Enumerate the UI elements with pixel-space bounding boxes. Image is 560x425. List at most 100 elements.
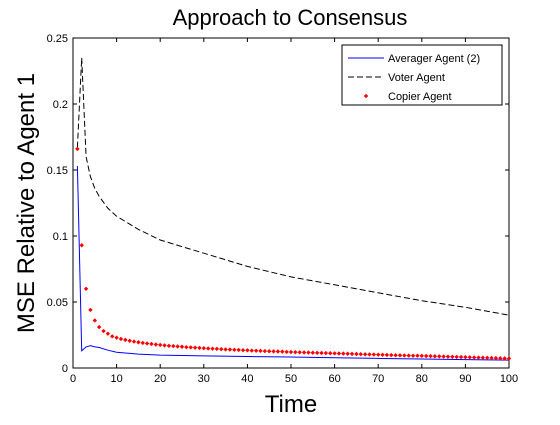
y-tick-label: 0.25 bbox=[47, 33, 68, 45]
copier-agent-point bbox=[114, 335, 119, 340]
copier-agent-point bbox=[166, 343, 172, 349]
copier-agent-point bbox=[432, 354, 438, 359]
copier-agent-point bbox=[127, 338, 132, 344]
copier-agent-point bbox=[253, 348, 259, 353]
copier-agent-point bbox=[123, 337, 128, 343]
copier-agent-point bbox=[502, 356, 507, 361]
copier-agent-point bbox=[110, 334, 115, 339]
copier-agent-point bbox=[376, 352, 381, 357]
copier-agent-point bbox=[458, 354, 464, 360]
copier-agent-point bbox=[345, 351, 350, 356]
copier-agent-point bbox=[293, 349, 298, 355]
copier-agent-point bbox=[349, 351, 355, 357]
copier-agent-point bbox=[175, 344, 180, 349]
copier-agent-point bbox=[419, 353, 424, 359]
copier-agent-point bbox=[118, 336, 124, 342]
copier-agent-point bbox=[232, 347, 237, 352]
copier-agent-point bbox=[201, 346, 206, 351]
y-tick-label: 0.15 bbox=[47, 165, 68, 177]
copier-agent-point bbox=[393, 352, 398, 358]
x-tick-label: 40 bbox=[241, 373, 253, 385]
copier-agent-point bbox=[341, 351, 346, 356]
copier-agent-point bbox=[332, 351, 337, 356]
copier-agent-point bbox=[249, 348, 254, 353]
y-tick-label: 0.1 bbox=[53, 231, 68, 243]
copier-agent-point bbox=[480, 355, 486, 360]
copier-agent-point bbox=[223, 347, 228, 352]
x-tick-label: 90 bbox=[459, 373, 471, 385]
copier-agent-point bbox=[96, 324, 102, 330]
y-tick-label: 0.05 bbox=[47, 297, 68, 309]
x-tick-label: 80 bbox=[416, 373, 428, 385]
copier-agent-point bbox=[410, 353, 416, 358]
copier-agent-point bbox=[489, 355, 494, 361]
copier-agent-point bbox=[319, 350, 324, 356]
copier-agent-point bbox=[275, 349, 281, 354]
copier-agent-point bbox=[158, 342, 163, 348]
copier-agent-point bbox=[171, 343, 176, 349]
copier-agent-point bbox=[354, 351, 359, 357]
x-tick-label: 10 bbox=[110, 373, 122, 385]
copier-agent-point bbox=[188, 345, 193, 350]
copier-agent-point bbox=[227, 347, 233, 352]
copier-agent-point bbox=[136, 340, 141, 345]
x-axis-label: Time bbox=[265, 391, 317, 418]
averager-agent-2-line bbox=[76, 165, 510, 361]
legend-items: Averager Agent (2) Voter Agent Copier Agen… bbox=[348, 53, 480, 103]
copier-agent-point bbox=[454, 354, 459, 360]
copier-agent-point bbox=[267, 349, 272, 354]
copier-agent-point bbox=[428, 353, 433, 359]
copier-agent-point bbox=[506, 356, 512, 361]
copier-agent-point bbox=[450, 354, 455, 359]
copier-agent-point bbox=[498, 356, 503, 361]
x-tick-label: 0 bbox=[70, 373, 76, 385]
legend-label-averager-agent-2: Averager Agent (2) bbox=[388, 53, 480, 65]
copier-agent-point bbox=[423, 353, 429, 359]
copier-agent-point bbox=[297, 350, 302, 355]
copier-agent-point bbox=[131, 339, 137, 344]
copier-agent-point bbox=[262, 348, 268, 354]
x-tick-label: 60 bbox=[328, 373, 340, 385]
copier-agent-point bbox=[75, 146, 80, 152]
copier-agent-point bbox=[240, 347, 246, 353]
y-axis-label: MSE Relative to Agent 1 bbox=[13, 73, 40, 333]
copier-agent-point bbox=[210, 346, 215, 351]
copier-agent-point bbox=[140, 340, 145, 346]
copier-agent-point bbox=[205, 346, 211, 351]
copier-agent-series bbox=[75, 146, 512, 361]
copier-agent-point bbox=[310, 350, 315, 355]
copier-agent-point bbox=[362, 352, 368, 357]
copier-agent-point bbox=[271, 349, 276, 354]
copier-agent-point bbox=[144, 341, 150, 346]
copier-agent-point bbox=[485, 355, 490, 361]
copier-agent-point bbox=[445, 354, 451, 359]
copier-agent-point bbox=[493, 355, 499, 361]
copier-agent-point bbox=[389, 352, 394, 358]
copier-agent-point bbox=[402, 353, 407, 358]
copier-agent-point bbox=[184, 344, 189, 350]
copier-agent-point bbox=[192, 345, 198, 350]
copier-agent-point bbox=[476, 355, 481, 360]
copier-agent-point bbox=[179, 344, 185, 349]
copier-agent-point bbox=[162, 343, 167, 348]
x-tick-label: 50 bbox=[285, 373, 297, 385]
y-tick-label: 0 bbox=[62, 363, 68, 375]
copier-agent-point bbox=[380, 352, 385, 357]
copier-agent-point bbox=[415, 353, 420, 358]
copier-agent-point bbox=[280, 349, 285, 354]
copier-agent-point bbox=[328, 351, 333, 356]
x-tick-label: 20 bbox=[154, 373, 166, 385]
copier-agent-point bbox=[79, 243, 84, 248]
copier-agent-point bbox=[153, 342, 159, 347]
copier-agent-point bbox=[101, 328, 106, 334]
copier-agent-point bbox=[214, 346, 220, 352]
copier-agent-point bbox=[471, 355, 477, 360]
copier-agent-point bbox=[149, 341, 154, 347]
copier-agent-point bbox=[314, 350, 320, 356]
voter-agent-line bbox=[76, 57, 510, 316]
copier-agent-point bbox=[323, 350, 329, 356]
copier-agent-point bbox=[371, 352, 377, 357]
tick-layer: 0 10 20 30 40 50 60 70 80 90 100 0 0.05 0.1 0.15 0.2 0.2… bbox=[47, 33, 519, 385]
y-tick-label: 0.2 bbox=[53, 99, 68, 111]
